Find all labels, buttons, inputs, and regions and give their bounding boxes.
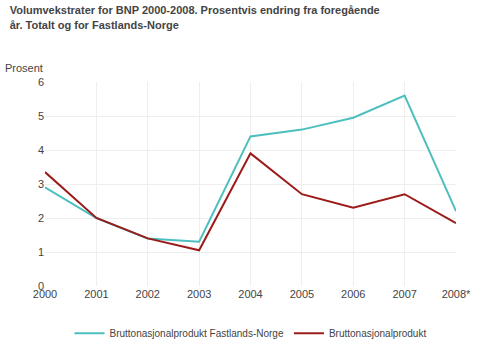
svg-text:Prosent: Prosent	[5, 62, 43, 74]
svg-text:2008*: 2008*	[442, 288, 471, 300]
svg-text:Volumvekstrater for BNP 2000-2: Volumvekstrater for BNP 2000-2008. Prose…	[10, 4, 380, 30]
svg-text:6: 6	[38, 76, 44, 88]
svg-text:2002: 2002	[136, 288, 160, 300]
svg-text:Bruttonasjonalprodukt Fastland: Bruttonasjonalprodukt Fastlands-Norge	[110, 328, 284, 339]
svg-text:1: 1	[38, 246, 44, 258]
svg-text:2001: 2001	[84, 288, 108, 300]
svg-text:2006: 2006	[341, 288, 365, 300]
svg-text:2004: 2004	[238, 288, 262, 300]
svg-text:5: 5	[38, 110, 44, 122]
svg-text:Bruttonasjonalprodukt: Bruttonasjonalprodukt	[329, 328, 427, 339]
svg-text:2007: 2007	[392, 288, 416, 300]
svg-text:3: 3	[38, 178, 44, 190]
svg-text:2: 2	[38, 212, 44, 224]
svg-text:2003: 2003	[187, 288, 211, 300]
svg-text:0: 0	[38, 280, 44, 292]
svg-text:2000: 2000	[33, 288, 57, 300]
svg-text:2005: 2005	[290, 288, 314, 300]
svg-text:4: 4	[38, 144, 44, 156]
